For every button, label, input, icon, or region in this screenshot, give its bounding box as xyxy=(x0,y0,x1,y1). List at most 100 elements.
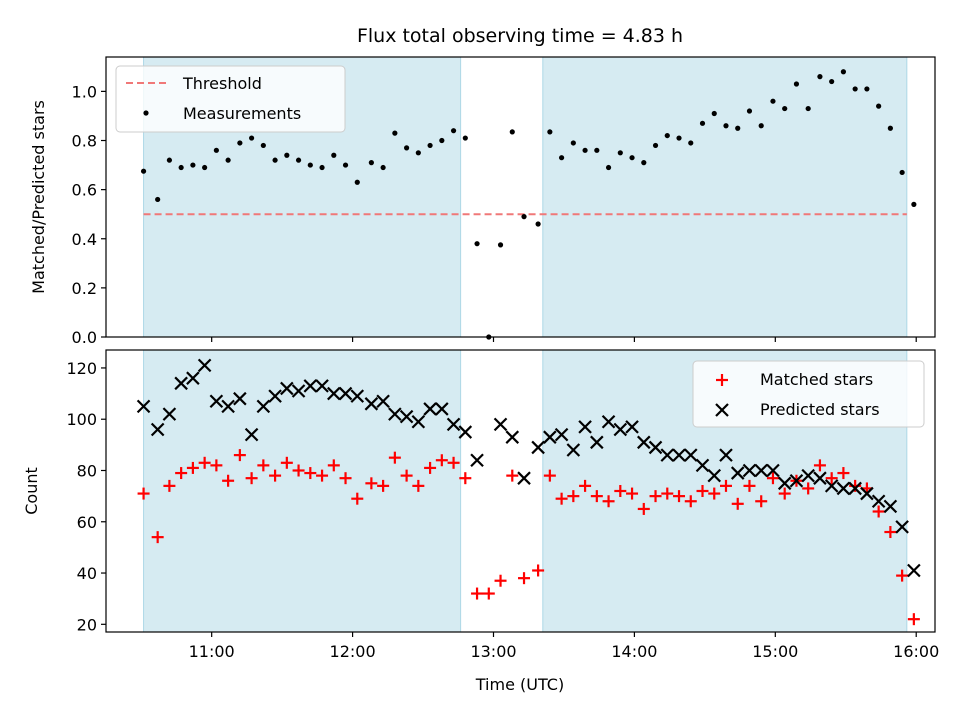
bottom-panel: 11:00 12:00 13:00 14:00 15:00 16:00 20 40 60 80 1… xyxy=(22,349,939,694)
predicted-point xyxy=(695,458,710,473)
measurement-point xyxy=(462,135,468,141)
matched-point xyxy=(543,469,556,482)
matched-point xyxy=(907,613,920,626)
measurement-point xyxy=(497,242,504,248)
measurement-point xyxy=(439,137,445,144)
predicted-point xyxy=(350,389,365,403)
matched-point xyxy=(304,467,317,480)
y-tick-label: 60 xyxy=(77,513,97,532)
matched-point xyxy=(365,477,378,490)
matched-legend-marker xyxy=(716,374,728,386)
matched-point xyxy=(137,487,150,500)
measurement-point xyxy=(782,105,788,112)
predicted-point xyxy=(174,376,188,391)
matched-point xyxy=(602,495,615,508)
measurement-point xyxy=(605,164,612,171)
matched-point xyxy=(245,472,258,485)
observing-band xyxy=(542,56,908,338)
measurement-point xyxy=(260,142,266,149)
predicted-point xyxy=(244,427,259,442)
predicted-point xyxy=(388,407,402,421)
predicted-point xyxy=(493,417,508,432)
matched-point xyxy=(222,474,235,487)
measurement-point xyxy=(711,110,717,117)
predicted-point xyxy=(719,448,733,462)
matched-point xyxy=(684,495,697,508)
measurement-point xyxy=(202,164,208,171)
predicted-point xyxy=(813,471,827,485)
measurement-point xyxy=(331,152,337,158)
measurement-point xyxy=(817,74,823,80)
measurements-legend-label: Measurements xyxy=(183,104,301,123)
matched-point xyxy=(637,502,650,515)
measurement-point xyxy=(427,142,433,149)
top-y-axis-label: Matched/Predicted stars xyxy=(29,100,48,294)
predicted-point xyxy=(423,402,437,416)
measurement-point xyxy=(899,169,905,176)
measurement-point xyxy=(887,125,893,131)
predicted-point xyxy=(411,415,426,429)
matched-point xyxy=(731,497,744,510)
matched-point xyxy=(459,472,472,485)
matched-point xyxy=(872,505,885,518)
matched-point xyxy=(388,451,401,464)
measurement-point xyxy=(688,140,694,146)
measurement-point xyxy=(155,196,161,203)
matched-point xyxy=(567,490,580,503)
predicted-point xyxy=(268,389,282,403)
matched-point xyxy=(233,449,246,462)
predicted-point xyxy=(162,407,177,421)
predicted-point xyxy=(672,448,686,462)
matched-point xyxy=(778,487,791,500)
predicted-point xyxy=(435,402,449,416)
measurement-point xyxy=(415,150,421,156)
predicted-point xyxy=(590,435,604,450)
x-axis-label: Time (UTC) xyxy=(475,675,564,694)
predicted-point xyxy=(209,394,224,409)
top-y-ticks: 0.0 0.2 0.4 0.6 0.8 1.0 xyxy=(72,82,106,347)
measurement-point xyxy=(190,162,196,168)
matched-point xyxy=(673,490,686,503)
y-tick-label: 100 xyxy=(66,410,97,429)
y-tick-label: 20 xyxy=(77,615,97,634)
matched-point xyxy=(743,479,756,492)
measurement-point xyxy=(735,125,741,131)
matched-point xyxy=(316,469,329,482)
measurement-point xyxy=(249,135,255,141)
bottom-y-ticks: 20 40 60 80 100 120 xyxy=(66,359,106,634)
measurement-point xyxy=(404,145,410,151)
threshold-legend-label: Threshold xyxy=(182,74,262,93)
predicted-point xyxy=(291,384,306,398)
measurement-point xyxy=(521,214,527,220)
matched-point xyxy=(696,485,709,497)
y-tick-label: 120 xyxy=(66,359,97,378)
predicted-point xyxy=(517,471,531,485)
predicted-point xyxy=(707,468,722,483)
measurement-point xyxy=(723,123,729,129)
matched-point xyxy=(532,564,545,577)
bottom-legend-box xyxy=(692,360,925,428)
top-x-ticks xyxy=(211,337,917,342)
matched-point xyxy=(412,479,425,492)
matched-point xyxy=(186,461,199,474)
measurement-point xyxy=(319,164,325,171)
matched-point xyxy=(555,492,568,505)
matched-point xyxy=(482,587,495,600)
matched-point xyxy=(327,459,340,472)
matched-point xyxy=(802,482,815,495)
y-tick-label: 0.4 xyxy=(72,230,97,249)
matched-point xyxy=(579,479,592,492)
matched-point xyxy=(518,572,531,585)
measurements-legend-marker xyxy=(143,110,149,116)
measurement-point xyxy=(213,147,219,153)
measurement-point xyxy=(570,140,576,146)
bottom-axes-frame xyxy=(105,349,936,633)
measurement-point xyxy=(284,152,290,158)
predicted-point xyxy=(186,371,200,385)
bottom-x-ticks: 11:00 12:00 13:00 14:00 15:00 16:00 xyxy=(189,632,939,661)
matched-point xyxy=(649,490,662,503)
top-legend-box xyxy=(115,65,346,133)
measurement-point xyxy=(237,140,243,146)
measurement-point xyxy=(793,81,800,87)
measurement-point xyxy=(864,86,870,92)
